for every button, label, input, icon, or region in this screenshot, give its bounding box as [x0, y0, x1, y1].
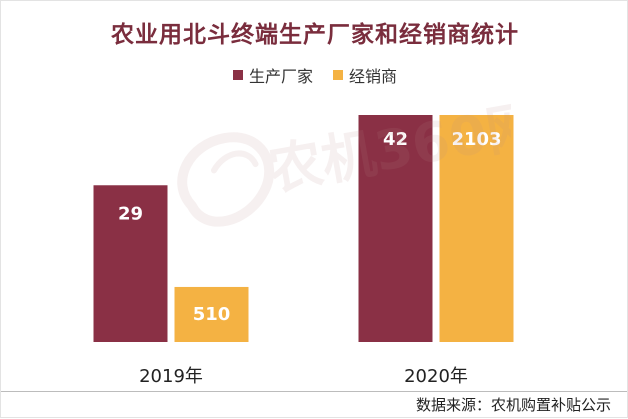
watermark: 农机360网 [177, 93, 511, 227]
watermark-text: 农机360网 [264, 93, 511, 203]
source-note: 数据来源：农机购置补贴公示 [415, 396, 611, 414]
x-tick-label: 2020年 [404, 366, 468, 387]
bars-layer [93, 115, 514, 342]
legend-swatch-dealers [333, 70, 343, 80]
x-tick-label: 2019年 [139, 366, 203, 387]
legend: 生产厂家 经销商 [1, 63, 628, 87]
legend-item-producers: 生产厂家 [232, 63, 313, 87]
ticks-layer: 2019年 2020年 [139, 366, 468, 387]
data-label-producers: 42 [383, 129, 408, 150]
data-label-producers: 29 [118, 203, 143, 224]
bar-producers [93, 185, 168, 342]
labels-layer: 29 510 42 2103 [118, 129, 502, 325]
bar-dealers [174, 286, 249, 342]
legend-swatch-producers [232, 70, 243, 80]
bar-dealers [439, 115, 514, 342]
legend-label-dealers: 经销商 [349, 67, 398, 86]
legend-item-dealers: 经销商 [333, 63, 397, 87]
legend-label-producers: 生产厂家 [248, 67, 313, 86]
bottom-rule [1, 391, 627, 392]
data-label-dealers: 510 [193, 304, 231, 325]
bar-producers [358, 115, 433, 342]
chart-title: 农业用北斗终端生产厂家和经销商统计 [111, 22, 519, 48]
data-label-dealers: 2103 [451, 129, 501, 150]
